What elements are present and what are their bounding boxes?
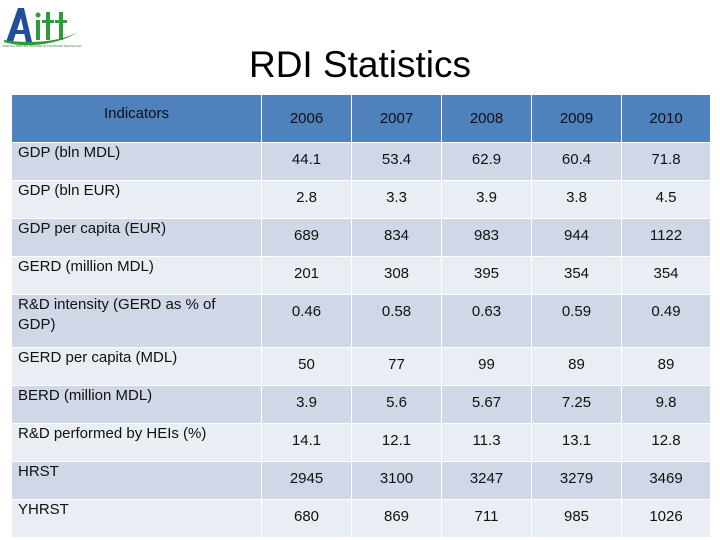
column-header-2007: 2007 [351,94,442,143]
cell-value: 89 [621,347,711,386]
row-label: GERD per capita (MDL) [11,347,262,386]
cell-value: 5.67 [441,385,532,424]
cell-value: 0.63 [441,294,532,348]
cell-value: 2945 [261,461,352,500]
row-label: YHRST [11,499,262,538]
cell-value: 50 [261,347,352,386]
cell-value: 3.3 [351,180,442,219]
cell-value: 3469 [621,461,711,500]
row-label: R&D performed by HEIs (%) [11,423,262,462]
logo-tagline: AGENȚIA PENTRU INOVARE ȘI TRANSFER TEHNO… [2,44,82,48]
table-row: GDP per capita (EUR) 689 834 983 944 112… [11,218,711,257]
cell-value: 869 [351,499,442,538]
cell-value: 44.1 [261,142,352,181]
aitt-logo [2,2,80,50]
cell-value: 2.8 [261,180,352,219]
cell-value: 13.1 [531,423,622,462]
table-row: GDP (bln MDL) 44.1 53.4 62.9 60.4 71.8 [11,142,711,181]
row-label: GDP (bln MDL) [11,142,262,181]
cell-value: 12.8 [621,423,711,462]
table-row: R&D intensity (GERD as % of GDP) 0.46 0.… [11,294,711,348]
cell-value: 4.5 [621,180,711,219]
table-row: R&D performed by HEIs (%) 14.1 12.1 11.3… [11,423,711,462]
cell-value: 60.4 [531,142,622,181]
cell-value: 71.8 [621,142,711,181]
cell-value: 711 [441,499,532,538]
cell-value: 1026 [621,499,711,538]
cell-value: 395 [441,256,532,295]
table-row: YHRST 680 869 711 985 1026 [11,499,711,538]
row-label: GDP per capita (EUR) [11,218,262,257]
aitt-logo-mark [4,8,78,46]
cell-value: 12.1 [351,423,442,462]
row-label: GERD (million MDL) [11,256,262,295]
cell-value: 62.9 [441,142,532,181]
cell-value: 3.8 [531,180,622,219]
table-row: HRST 2945 3100 3247 3279 3469 [11,461,711,500]
cell-value: 680 [261,499,352,538]
column-header-indicators: Indicators [11,94,262,143]
cell-value: 9.8 [621,385,711,424]
cell-value: 77 [351,347,442,386]
cell-value: 53.4 [351,142,442,181]
cell-value: 3247 [441,461,532,500]
table-row: GERD (million MDL) 201 308 395 354 354 [11,256,711,295]
cell-value: 354 [531,256,622,295]
cell-value: 0.49 [621,294,711,348]
cell-value: 0.46 [261,294,352,348]
cell-value: 1122 [621,218,711,257]
table-row: BERD (million MDL) 3.9 5.6 5.67 7.25 9.8 [11,385,711,424]
cell-value: 11.3 [441,423,532,462]
cell-value: 983 [441,218,532,257]
cell-value: 3.9 [441,180,532,219]
table-row: GERD per capita (MDL) 50 77 99 89 89 [11,347,711,386]
cell-value: 0.58 [351,294,442,348]
cell-value: 99 [441,347,532,386]
table-header-row: Indicators 2006 2007 2008 2009 2010 [11,94,711,143]
column-header-2010: 2010 [621,94,711,143]
cell-value: 689 [261,218,352,257]
cell-value: 89 [531,347,622,386]
cell-value: 3.9 [261,385,352,424]
column-header-2006: 2006 [261,94,352,143]
cell-value: 944 [531,218,622,257]
cell-value: 354 [621,256,711,295]
row-label: BERD (million MDL) [11,385,262,424]
cell-value: 308 [351,256,442,295]
cell-value: 985 [531,499,622,538]
rdi-statistics-table: Indicators 2006 2007 2008 2009 2010 GDP … [11,94,711,538]
row-label: HRST [11,461,262,500]
cell-value: 7.25 [531,385,622,424]
cell-value: 3100 [351,461,442,500]
row-label: R&D intensity (GERD as % of GDP) [11,294,262,348]
column-header-2009: 2009 [531,94,622,143]
cell-value: 0.59 [531,294,622,348]
cell-value: 201 [261,256,352,295]
row-label: GDP (bln EUR) [11,180,262,219]
page-title: RDI Statistics [0,44,720,86]
column-header-2008: 2008 [441,94,532,143]
cell-value: 834 [351,218,442,257]
page-title-text: RDI Statistics [248,44,472,85]
cell-value: 3279 [531,461,622,500]
cell-value: 5.6 [351,385,442,424]
table-row: GDP (bln EUR) 2.8 3.3 3.9 3.8 4.5 [11,180,711,219]
cell-value: 14.1 [261,423,352,462]
